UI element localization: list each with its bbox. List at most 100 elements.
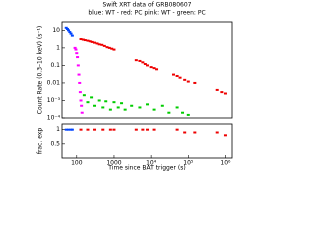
- data-point: [102, 44, 106, 47]
- data-point: [97, 43, 101, 46]
- data-point: [112, 101, 116, 104]
- data-point: [130, 104, 134, 107]
- data-point: [112, 48, 116, 51]
- data-point: [123, 108, 127, 111]
- data-point: [101, 106, 105, 109]
- chart-title: Swift XRT data of GRB080607: [102, 2, 191, 9]
- data-point: [108, 108, 112, 111]
- data-point: [107, 46, 111, 49]
- data-point: [167, 111, 171, 114]
- data-point: [67, 29, 71, 32]
- data-point: [69, 32, 73, 35]
- x-tick-label: 10⁶: [220, 160, 231, 167]
- data-point: [152, 67, 156, 70]
- data-point: [146, 103, 150, 106]
- data-point: [79, 38, 83, 41]
- data-point: [141, 61, 145, 64]
- data-point: [65, 27, 69, 30]
- data-point: [152, 108, 156, 111]
- y-tick-label: 10⁻³: [47, 97, 61, 104]
- data-point: [93, 41, 97, 44]
- y-tick-label: 0.5: [50, 140, 60, 147]
- data-point: [83, 39, 87, 42]
- data-point: [104, 100, 108, 103]
- data-point: [134, 128, 138, 131]
- y-tick-label: 1: [56, 126, 60, 133]
- plot-frame: [61, 21, 233, 119]
- data-point: [79, 99, 83, 102]
- data-point: [108, 128, 112, 131]
- data-point: [146, 128, 150, 131]
- data-point: [67, 128, 71, 131]
- data-point: [186, 80, 190, 83]
- data-point: [143, 63, 147, 66]
- data-point: [134, 59, 138, 62]
- data-point: [80, 104, 84, 107]
- y-tick-label: 1: [56, 44, 60, 51]
- data-point: [193, 81, 197, 84]
- chart-subtitle: blue: WT - red: PC pink: WT - green: PC: [88, 10, 205, 17]
- data-point: [171, 73, 175, 76]
- data-point: [146, 64, 150, 67]
- data-point: [215, 88, 219, 91]
- data-point: [86, 128, 90, 131]
- data-point: [64, 26, 68, 29]
- data-point: [100, 43, 104, 46]
- data-point: [175, 106, 179, 109]
- y-axis-label: Count Rate (0.3–10 keV) (s⁻¹): [37, 26, 44, 115]
- data-point: [76, 64, 80, 67]
- data-point: [215, 131, 219, 134]
- data-point: [138, 59, 142, 62]
- data-point: [73, 46, 77, 49]
- y-axis-label: frac. exp: [37, 128, 44, 155]
- y-tick-label: 10: [52, 27, 60, 34]
- y-tick-label: 10⁻⁴: [47, 115, 61, 122]
- data-point: [178, 76, 182, 79]
- x-tick-label: 10⁵: [183, 160, 194, 167]
- data-point: [70, 128, 74, 131]
- data-point: [88, 40, 92, 43]
- data-point: [181, 111, 185, 114]
- x-axis-label: Time since BAT trigger (s): [107, 165, 185, 172]
- data-point: [93, 128, 97, 131]
- data-point: [79, 128, 83, 131]
- data-point: [183, 78, 187, 81]
- data-point: [68, 31, 72, 34]
- data-point: [81, 38, 85, 41]
- data-point: [155, 68, 159, 71]
- data-point: [64, 128, 68, 131]
- plot-frame: [61, 123, 233, 159]
- data-point: [93, 104, 97, 107]
- chart: Swift XRT data of GRB080607 blue: WT - r…: [37, 2, 233, 172]
- data-point: [152, 128, 156, 131]
- data-point: [86, 39, 90, 42]
- data-point: [70, 34, 74, 37]
- x-tick-label: 10⁴: [146, 160, 157, 167]
- data-point: [101, 128, 105, 131]
- data-point: [138, 106, 142, 109]
- data-point: [82, 94, 86, 97]
- data-point: [97, 99, 101, 102]
- data-point: [74, 48, 78, 51]
- data-point: [110, 47, 114, 50]
- data-point: [90, 96, 94, 99]
- data-point: [90, 40, 94, 43]
- data-point: [77, 73, 81, 76]
- data-point: [220, 91, 224, 94]
- y-tick-label: 0.1: [50, 62, 60, 69]
- data-point: [112, 128, 116, 131]
- data-point: [95, 42, 99, 45]
- data-point: [80, 111, 84, 114]
- data-point: [149, 66, 153, 69]
- data-point: [78, 81, 82, 84]
- data-point: [223, 92, 227, 95]
- data-point: [193, 131, 197, 134]
- data-point: [75, 52, 79, 55]
- data-point: [78, 91, 82, 94]
- x-tick-label: 1000: [106, 160, 121, 167]
- data-point: [175, 128, 179, 131]
- data-point: [105, 46, 109, 49]
- data-point: [186, 113, 190, 116]
- y-tick-label: 0.01: [47, 79, 61, 86]
- data-point: [141, 128, 145, 131]
